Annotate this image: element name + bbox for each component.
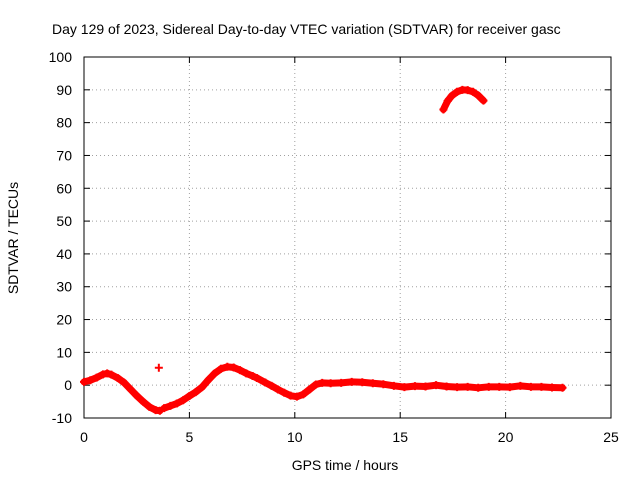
y-axis-label: SDTVAR / TECUs xyxy=(5,182,21,294)
plot-frame xyxy=(83,56,612,419)
axis-ticks: 0 5 10 15 20 25 -10 0 10 20 30 40 50 60 70 80 90 100 xyxy=(49,49,619,445)
data-point xyxy=(558,383,567,392)
x-tick-label: 15 xyxy=(392,429,408,445)
y-tick-label: 0 xyxy=(64,377,72,393)
x-tick-label: 0 xyxy=(80,429,88,445)
y-tick-label: 10 xyxy=(56,344,72,360)
y-tick-label: 40 xyxy=(56,246,72,262)
x-tick-label: 5 xyxy=(186,429,194,445)
data-points xyxy=(80,85,567,415)
grid xyxy=(84,57,611,418)
y-tick-label: 90 xyxy=(56,82,72,98)
y-tick-label: 80 xyxy=(56,115,72,131)
data-point xyxy=(479,96,488,105)
x-tick-label: 10 xyxy=(287,429,303,445)
y-tick-label: 50 xyxy=(56,213,72,229)
y-tick-label: 30 xyxy=(56,279,72,295)
x-tick-label: 25 xyxy=(603,429,619,445)
y-tick-label: 60 xyxy=(56,180,72,196)
y-tick-label: -10 xyxy=(52,410,72,426)
y-tick-label: 70 xyxy=(56,147,72,163)
chart-title: Day 129 of 2023, Sidereal Day-to-day VTE… xyxy=(52,21,561,37)
y-tick-label: 20 xyxy=(56,312,72,328)
data-point xyxy=(154,363,163,372)
x-axis-label: GPS time / hours xyxy=(292,457,399,473)
y-tick-label: 100 xyxy=(49,49,73,65)
x-tick-label: 20 xyxy=(498,429,514,445)
